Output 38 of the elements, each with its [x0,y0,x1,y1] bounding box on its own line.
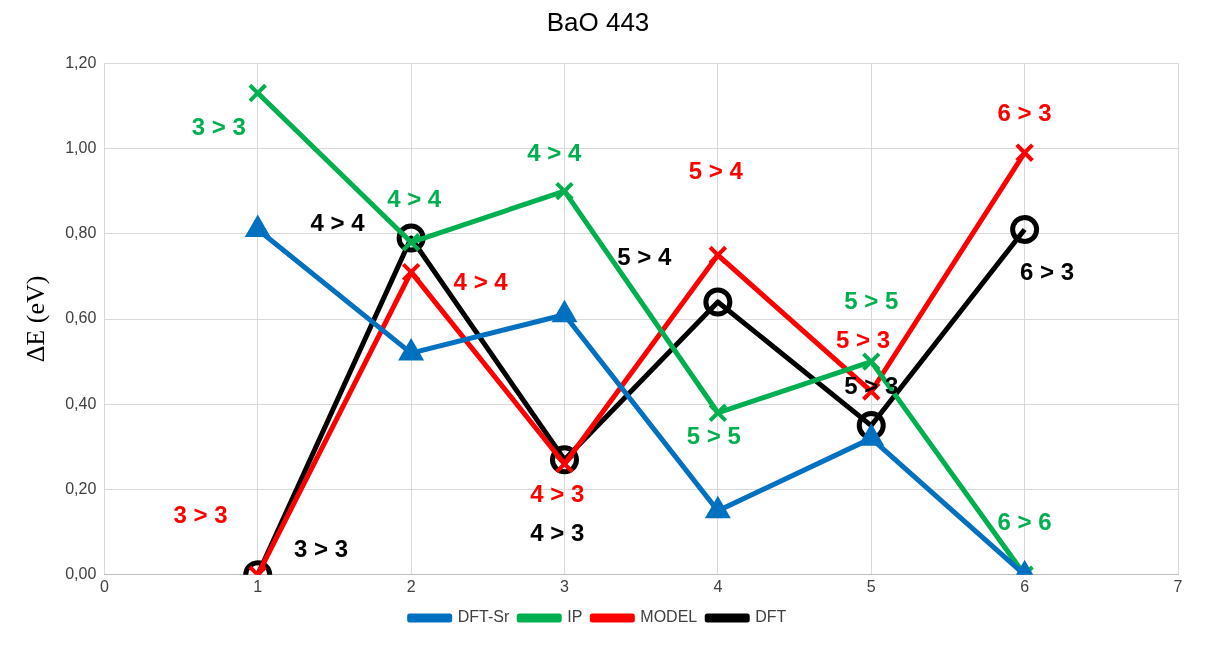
annotation: 5 > 4 [688,157,744,185]
annotation: 5 > 4 [617,242,672,270]
annotation: 5 > 5 [844,286,899,314]
annotation: 3 > 3 [191,112,246,140]
x-tick-label: 2 [406,577,416,595]
y-tick-label: 0,20 [65,479,97,497]
y-tick-label: 1,20 [65,53,97,71]
legend-label: DFT [755,608,787,626]
annotation: 3 > 3 [294,535,349,563]
y-tick-label: 0,80 [65,224,97,242]
annotation: 4 > 4 [527,139,582,167]
annotation: 6 > 3 [997,98,1052,126]
annotation: 4 > 3 [530,480,585,508]
annotation: 3 > 3 [173,501,228,529]
y-tick-label: 0,40 [65,394,97,412]
annotation: 4 > 4 [310,209,366,237]
annotation: 4 > 3 [530,519,585,547]
annotation: 6 > 6 [997,507,1052,535]
y-tick-label: 1,00 [65,138,97,156]
annotation: 6 > 3 [1020,258,1075,286]
x-tick-label: 3 [560,577,570,595]
x-tick-label: 6 [1020,577,1030,595]
legend-label: DFT-Sr [457,608,510,626]
y-tick-label: 0,60 [65,309,97,327]
annotation: 4 > 4 [453,267,509,295]
legend-label: MODEL [640,608,698,626]
x-tick-label: 1 [253,577,263,595]
legend-label: IP [567,608,583,626]
chart-title: BaO 443 [546,6,650,37]
x-tick-label: 7 [1173,577,1183,595]
y-axis-title: ΔE (eV) [21,275,51,363]
x-tick-label: 4 [713,577,723,595]
x-tick-label: 5 [866,577,876,595]
annotation: 4 > 4 [387,185,442,213]
annotation: 5 > 3 [836,325,891,353]
x-tick-label: 0 [99,577,109,595]
annotation: 5 > 5 [686,421,741,449]
y-tick-label: 0,00 [65,565,97,583]
